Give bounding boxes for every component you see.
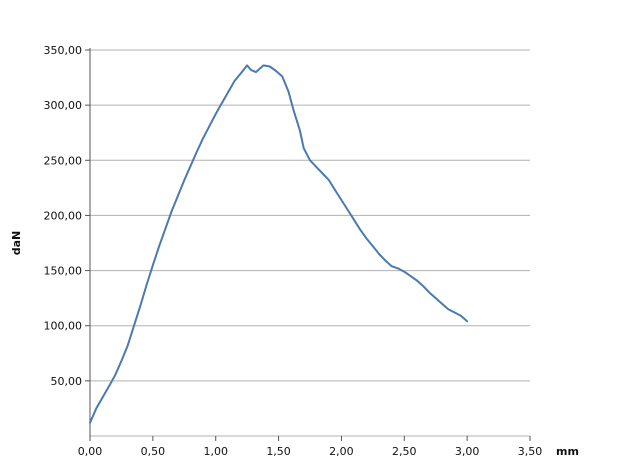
y-tick-label: 250,00 (44, 154, 83, 167)
x-tick-label: 3,50 (518, 445, 543, 458)
y-tick-label: 350,00 (44, 44, 83, 57)
y-axis-title: daN (10, 231, 23, 256)
y-tick-label: 300,00 (44, 99, 83, 112)
y-tick-label: 150,00 (44, 265, 83, 278)
y-tick-label: 200,00 (44, 209, 83, 222)
gridlines (90, 49, 530, 437)
x-tick-label: 0,50 (141, 445, 166, 458)
series-line-0 (89, 64, 469, 424)
x-tick-label: 0,00 (78, 445, 103, 458)
x-axis-ticks: 0,00 0,50 1,00 1,50 2,00 2,50 3,00 3,50 (78, 436, 543, 458)
y-tick-label: 100,00 (44, 320, 83, 333)
series-layer (89, 64, 469, 424)
y-axis-ticks: 50,00 100,00 150,00 200,00 250,00 300,00 350,0… (44, 44, 90, 388)
y-tick-label: 50,00 (51, 375, 83, 388)
x-tick-label: 1,00 (203, 445, 228, 458)
x-tick-label: 1,50 (266, 445, 291, 458)
x-tick-label: 2,00 (329, 445, 354, 458)
x-tick-label: 3,00 (455, 445, 480, 458)
x-tick-label: 2,50 (392, 445, 417, 458)
x-axis-title: mm (556, 445, 579, 458)
